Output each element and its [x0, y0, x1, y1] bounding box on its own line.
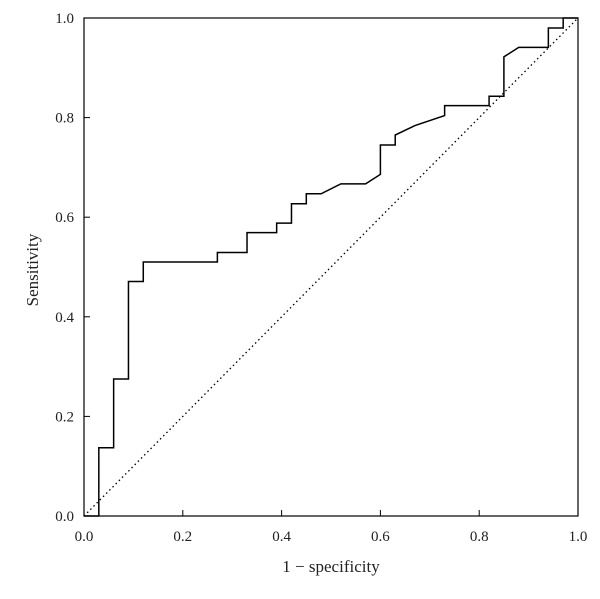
- x-tick-label: 0.0: [75, 529, 94, 545]
- y-axis-title: Sensitivity: [23, 233, 42, 306]
- y-tick-label: 0.4: [55, 310, 74, 326]
- plot-frame: [83, 17, 579, 517]
- y-tick-label: 0.6: [55, 210, 74, 226]
- y-axis-ticks: 0.0 0.2 0.4 0.6 0.8 1.0: [55, 11, 90, 525]
- y-tick-label: 1.0: [55, 11, 74, 27]
- x-axis-title: 1 − specificity: [282, 557, 380, 576]
- series-layer: [83, 17, 579, 517]
- x-tick-label: 0.4: [272, 529, 291, 545]
- x-tick-label: 0.6: [371, 529, 390, 545]
- x-tick-label: 0.2: [173, 529, 192, 545]
- x-axis-ticks: 0.0 0.2 0.4 0.6 0.8 1.0: [75, 510, 588, 545]
- x-tick-label: 0.8: [470, 529, 489, 545]
- y-tick-label: 0.8: [55, 111, 74, 127]
- y-tick-label: 0.0: [55, 509, 74, 525]
- roc-curve-line: [84, 17, 578, 517]
- y-tick-label: 0.2: [55, 409, 74, 425]
- x-tick-label: 1.0: [569, 529, 588, 545]
